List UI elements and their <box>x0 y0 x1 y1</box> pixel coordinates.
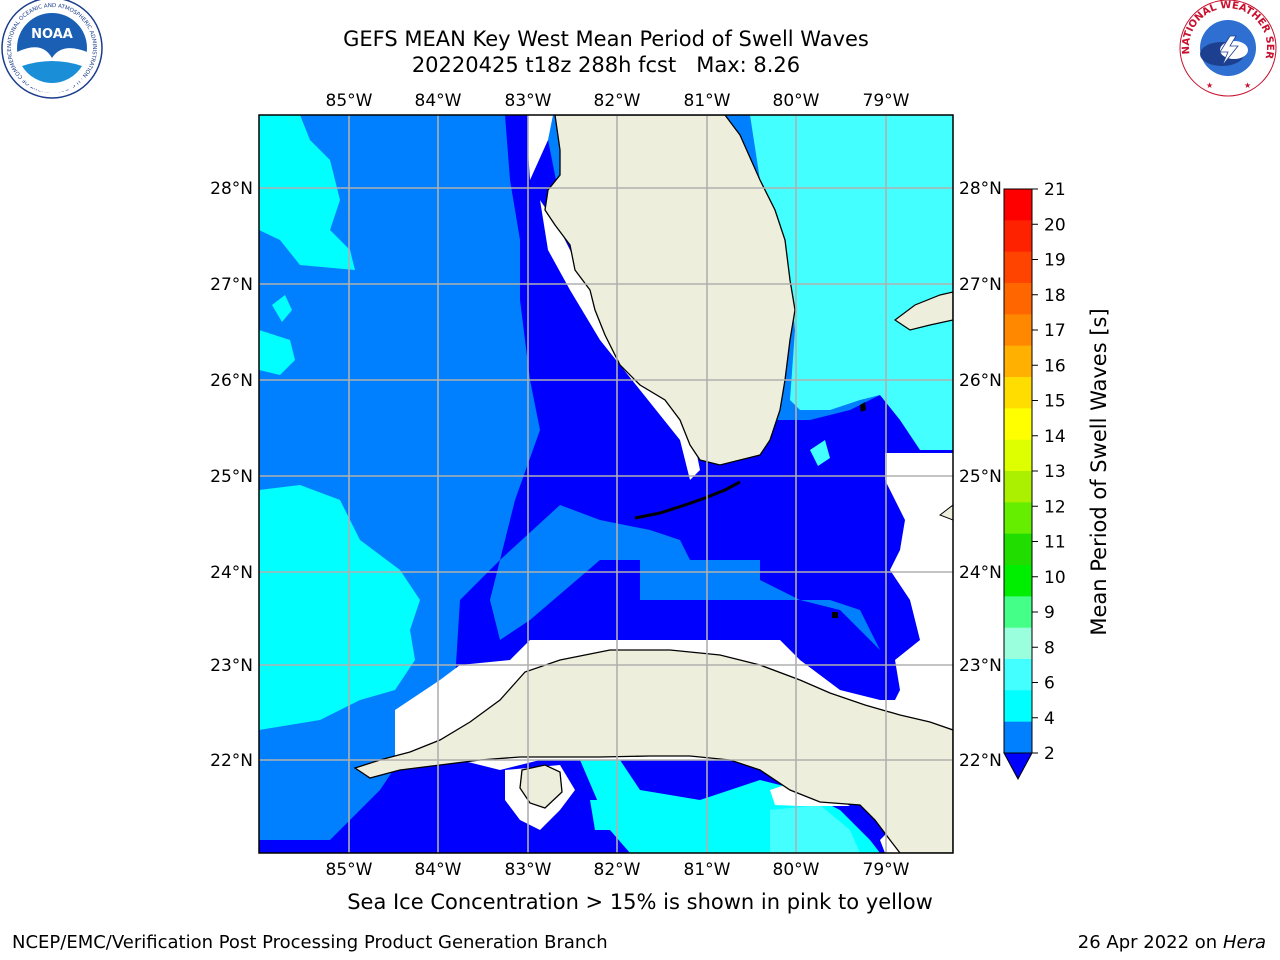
light-swell-patch-w <box>259 485 420 730</box>
sea-ice-caption: Sea Ice Concentration > 15% is shown in … <box>347 890 933 914</box>
colorbar-extend-arrow <box>1003 752 1033 781</box>
lon-label-bottom: 79°W <box>863 860 910 880</box>
colorbar-swatch <box>1004 220 1032 253</box>
light-swell-patch-ne <box>750 115 953 450</box>
colorbar-swatch <box>1004 721 1032 754</box>
colorbar-swatch <box>1004 189 1032 221</box>
colorbar-swatch <box>1004 345 1032 378</box>
colorbar-swatch <box>1004 659 1032 691</box>
svg-text:★: ★ <box>1206 81 1213 90</box>
colorbar-tick-label: 18 <box>1044 286 1066 306</box>
footer-date-text: 26 Apr 2022 on <box>1077 932 1223 953</box>
colorbar-swatch <box>1004 314 1032 347</box>
lon-label-top: 81°W <box>684 91 731 111</box>
colorbar-swatch <box>1004 502 1032 535</box>
colorbar-swatch <box>1004 439 1032 472</box>
bahamas-land <box>893 291 953 331</box>
colorbar-tick-label: 13 <box>1044 462 1066 482</box>
lat-label-left: 26°N <box>210 371 253 391</box>
lat-label-right: 28°N <box>959 179 1002 199</box>
colorbar-tick-label: 15 <box>1044 392 1066 412</box>
colorbar-tick-label: 16 <box>1044 356 1066 376</box>
lat-label-right: 24°N <box>959 563 1002 583</box>
colorbar-swatch <box>1004 471 1032 503</box>
colorbar-swatch <box>1004 533 1032 566</box>
lat-label-left: 23°N <box>210 656 253 676</box>
colorbar-label: Mean Period of Swell Waves [s] <box>1087 308 1111 635</box>
colorbar-tick-label: 17 <box>1044 321 1066 341</box>
colorbar-swatch <box>1004 251 1032 284</box>
colorbar-tick-label: 9 <box>1044 603 1055 623</box>
lon-label-bottom: 83°W <box>505 860 552 880</box>
colorbar: 21 20 19 18 17 16 15 14 13 12 11 10 9 8 6 4 2 <box>1003 180 1066 781</box>
lon-label-top: 85°W <box>326 91 373 111</box>
lat-label-right: 26°N <box>959 371 1002 391</box>
lat-label-left: 24°N <box>210 563 253 583</box>
lon-label-bottom: 81°W <box>684 860 731 880</box>
lon-label-bottom: 85°W <box>326 860 373 880</box>
lon-label-top: 84°W <box>415 91 462 111</box>
lon-label-bottom: 80°W <box>773 860 820 880</box>
colorbar-tick-label: 20 <box>1044 215 1066 235</box>
isle-of-youth <box>519 764 563 809</box>
colorbar-tick-label: 21 <box>1044 180 1066 200</box>
lon-label-top: 83°W <box>505 91 552 111</box>
lat-label-left: 25°N <box>210 467 253 487</box>
lon-label-top: 80°W <box>773 91 820 111</box>
lon-label-top: 82°W <box>594 91 641 111</box>
colorbar-swatch <box>1004 596 1032 629</box>
light-swell-patch-nw <box>259 115 355 270</box>
noaa-logo: NATIONAL OCEANIC AND ATMOSPHERIC ADMINIS… <box>1 0 103 99</box>
lat-label-right: 23°N <box>959 656 1002 676</box>
colorbar-tick-label: 10 <box>1044 568 1066 588</box>
florida-land <box>544 115 796 466</box>
lat-label-left: 28°N <box>210 179 253 199</box>
swell-period-field <box>259 115 953 853</box>
lon-label-top: 79°W <box>863 91 910 111</box>
lon-label-bottom: 82°W <box>594 860 641 880</box>
lat-label-left: 27°N <box>210 275 253 295</box>
map-frame <box>258 114 954 854</box>
lon-label-bottom: 84°W <box>415 860 462 880</box>
florida-keys <box>634 480 741 520</box>
colorbar-swatch <box>1004 377 1032 409</box>
colorbar-tick-label: 2 <box>1044 744 1055 764</box>
colorbar-tick-label: 12 <box>1044 497 1066 517</box>
graticule <box>259 115 953 853</box>
lat-label-right: 25°N <box>959 467 1002 487</box>
noaa-logo-text: NOAA <box>31 27 73 42</box>
footer-date: 26 Apr 2022 on Hera <box>1078 932 1266 953</box>
chart-subtitle: 20220425 t18z 288h fcst Max: 8.26 <box>411 53 801 77</box>
lat-label-right: 22°N <box>959 751 1002 771</box>
colorbar-swatch <box>1004 408 1032 441</box>
chart-title: GEFS MEAN Key West Mean Period of Swell … <box>343 27 869 51</box>
colorbar-tick-label: 19 <box>1044 251 1066 271</box>
lat-label-left: 22°N <box>210 751 253 771</box>
footer-branch: NCEP/EMC/Verification Post Processing Pr… <box>12 932 608 953</box>
colorbar-tick-label: 6 <box>1044 674 1055 694</box>
colorbar-tick-label: 8 <box>1044 638 1055 658</box>
footer-host: Hera <box>1222 932 1266 953</box>
colorbar-tick-label: 4 <box>1044 709 1055 729</box>
colorbar-swatch <box>1004 690 1032 723</box>
nws-logo: NATIONAL WEATHER SERVICE ★ ★ <box>1179 0 1277 97</box>
colorbar-swatch <box>1004 565 1032 597</box>
cuba-land <box>353 649 953 853</box>
colorbar-swatch <box>1004 283 1032 315</box>
colorbar-swatch <box>1004 627 1032 660</box>
svg-text:★: ★ <box>1244 81 1251 90</box>
lat-label-right: 27°N <box>959 275 1002 295</box>
colorbar-tick-label: 14 <box>1044 427 1066 447</box>
colorbar-tick-label: 11 <box>1044 533 1066 553</box>
